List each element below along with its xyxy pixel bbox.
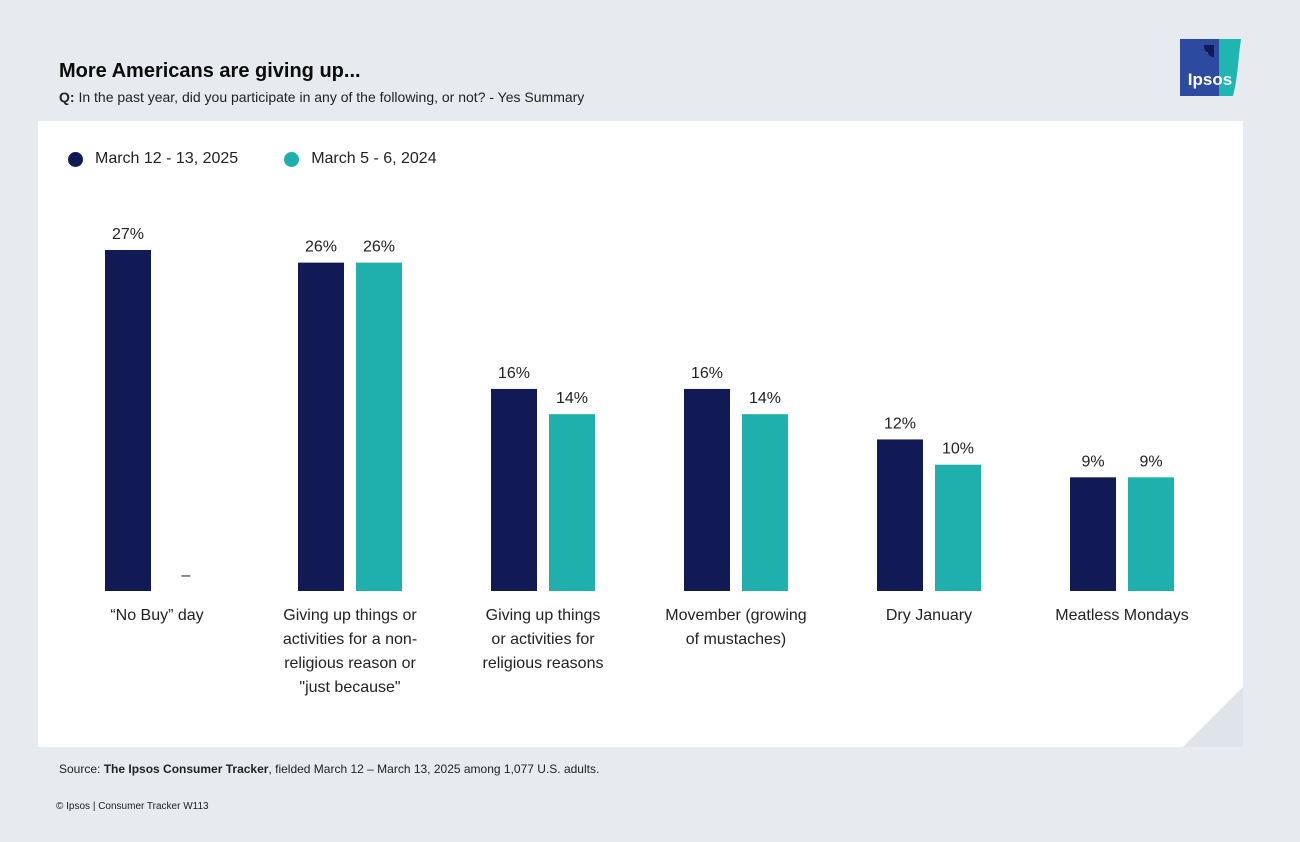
category-label-5-line-1: Dry January [886, 607, 972, 624]
category-label-2-line-3: religious reason or [284, 655, 416, 672]
category-label-6: Meatless Mondays [1055, 607, 1188, 624]
ipsos-logo: Ipsos [1180, 39, 1241, 96]
bar-2024-5 [935, 464, 981, 591]
category-label-3-line-3: religious reasons [483, 655, 604, 672]
source-name: The Ipsos Consumer Tracker [103, 762, 269, 776]
category-label-6-line-1: Meatless Mondays [1055, 607, 1188, 624]
data-label-2025-4: 16% [691, 365, 723, 382]
data-label-2024-4: 14% [749, 390, 781, 407]
category-label-2-line-4: "just because" [299, 679, 400, 696]
question-text: In the past year, did you participate in… [74, 89, 585, 105]
data-label-2025-2: 26% [305, 239, 337, 256]
category-label-2-line-1: Giving up things or [283, 607, 417, 624]
bar-2024-4 [742, 414, 788, 591]
category-label-4-line-1: Movember (growing [665, 607, 806, 624]
legend-item-2024: March 5 - 6, 2024 [284, 150, 437, 168]
question-prefix: Q: [59, 89, 75, 105]
legend-swatch-2024 [284, 151, 300, 167]
bar-2025-1 [105, 250, 151, 591]
category-label-3-line-1: Giving up things [486, 607, 601, 624]
category-label-1-line-1: “No Buy” day [110, 607, 203, 624]
copyright: © Ipsos | Consumer Tracker W113 [56, 801, 209, 812]
data-label-2024-1: – [182, 567, 191, 584]
category-label-4-line-2: of mustaches) [686, 631, 786, 648]
category-label-5: Dry January [886, 607, 972, 624]
bar-2024-3 [549, 414, 595, 591]
data-label-2025-1: 27% [112, 226, 144, 243]
logo-head-mark [1204, 45, 1214, 57]
bar-2025-6 [1070, 477, 1116, 591]
category-label-4: Movember (growing of mustaches) [665, 607, 806, 648]
bar-2024-6 [1128, 477, 1174, 591]
bar-2025-2 [298, 262, 344, 591]
legend: March 12 - 13, 2025 March 5 - 6, 2024 [68, 150, 483, 168]
data-label-2024-6: 9% [1139, 453, 1162, 470]
bar-2025-4 [684, 388, 730, 591]
logo-teal-panel [1219, 39, 1241, 96]
data-label-2024-2: 26% [363, 239, 395, 256]
bar-2025-3 [491, 388, 537, 591]
data-label-2024-3: 14% [556, 390, 588, 407]
legend-item-2025: March 12 - 13, 2025 [68, 150, 238, 168]
chart-card [38, 121, 1243, 747]
data-label-2024-5: 10% [942, 441, 974, 458]
source-detail: , fielded March 12 – March 13, 2025 amon… [268, 762, 600, 776]
category-label-3: Giving up things or activities for religio… [483, 607, 604, 672]
data-label-2025-6: 9% [1081, 453, 1104, 470]
legend-label-2025: March 12 - 13, 2025 [95, 150, 239, 167]
bar-2025-5 [877, 439, 923, 591]
category-label-3-line-2: or activities for [491, 631, 595, 648]
bar-2024-2 [356, 262, 402, 591]
category-label-1: “No Buy” day [110, 607, 203, 624]
source-prefix: Source: [59, 762, 104, 776]
category-label-2-line-2: activities for a non- [283, 631, 417, 648]
data-label-2025-3: 16% [498, 365, 530, 382]
category-label-2: Giving up things or activities for a non-… [283, 607, 418, 696]
legend-label-2024: March 5 - 6, 2024 [311, 150, 437, 167]
chart-title: More Americans are giving up... [59, 60, 361, 82]
source-note: Source: The Ipsos Consumer Tracker, fiel… [59, 762, 599, 776]
logo-text: Ipsos [1188, 70, 1232, 89]
chart-question: Q: In the past year, did you participate… [59, 89, 584, 105]
legend-swatch-2025 [68, 151, 83, 167]
data-label-2025-5: 12% [884, 415, 916, 432]
